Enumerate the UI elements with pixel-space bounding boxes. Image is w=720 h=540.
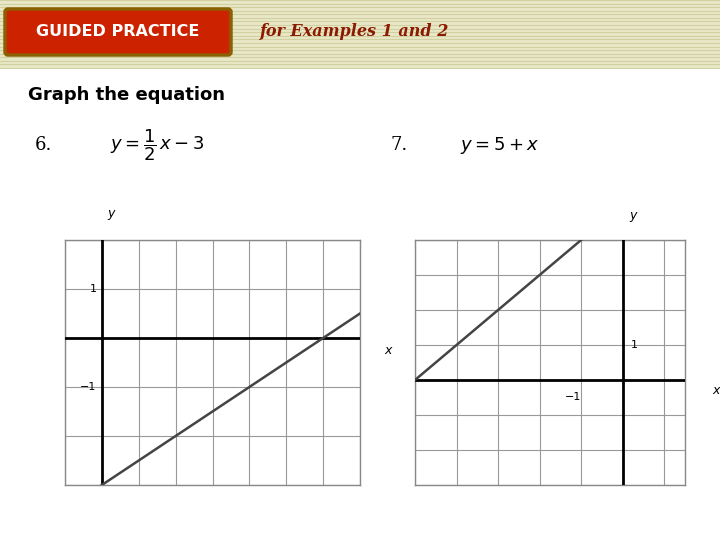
Text: x: x bbox=[384, 344, 392, 357]
Bar bbox=[0, 0, 720, 68]
Text: y: y bbox=[107, 206, 114, 220]
Text: 7.: 7. bbox=[390, 136, 408, 154]
Text: 1: 1 bbox=[631, 340, 638, 350]
Text: $y = 5 + x$: $y = 5 + x$ bbox=[460, 134, 539, 156]
Text: 6.: 6. bbox=[35, 136, 53, 154]
FancyBboxPatch shape bbox=[5, 9, 231, 55]
Text: −1: −1 bbox=[564, 392, 581, 402]
Text: $y = \dfrac{1}{2}\,x - 3$: $y = \dfrac{1}{2}\,x - 3$ bbox=[110, 127, 204, 163]
Text: x: x bbox=[713, 384, 720, 397]
Text: Graph the equation: Graph the equation bbox=[28, 86, 225, 104]
Text: y: y bbox=[629, 209, 636, 222]
Text: for Examples 1 and 2: for Examples 1 and 2 bbox=[260, 24, 449, 40]
Text: −1: −1 bbox=[80, 382, 96, 392]
Text: GUIDED PRACTICE: GUIDED PRACTICE bbox=[36, 24, 199, 39]
Text: 1: 1 bbox=[89, 284, 96, 294]
